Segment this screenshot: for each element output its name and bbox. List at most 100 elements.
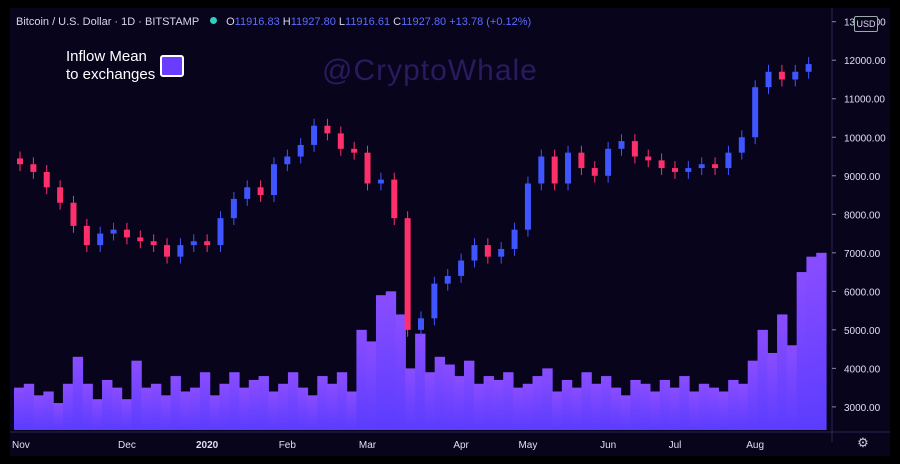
- settings-gear-icon[interactable]: ⚙: [857, 435, 869, 450]
- inflow-bar: [82, 383, 93, 430]
- candle-body: [792, 71, 799, 80]
- inflow-bar: [33, 395, 44, 430]
- candle-body: [524, 183, 531, 230]
- candle-body: [671, 168, 678, 172]
- inflow-bar: [248, 379, 260, 430]
- candle-body: [404, 218, 411, 330]
- x-tick-label: Jul: [669, 440, 682, 451]
- inflow-bar: [728, 379, 739, 430]
- inflow-bar: [219, 383, 230, 430]
- candle-body: [190, 241, 197, 246]
- inflow-bar: [336, 372, 348, 430]
- inflow-bar: [689, 391, 700, 430]
- candle-body: [658, 160, 665, 169]
- y-tick-label: 6000.00: [844, 287, 881, 298]
- change-value: +13.78 (+0.12%): [449, 16, 532, 28]
- candle-body: [123, 229, 130, 238]
- candle-body: [685, 168, 692, 172]
- inflow-bar: [737, 383, 749, 430]
- inflow-bar: [190, 387, 201, 430]
- y-tick-label: 10000.00: [844, 133, 886, 144]
- inflow-series: [14, 252, 827, 430]
- candle-body: [164, 245, 171, 257]
- candle-body: [605, 148, 612, 176]
- inflow-bar: [542, 368, 553, 430]
- candle-body: [377, 179, 384, 184]
- inflow-bar: [385, 291, 397, 430]
- inflow-bar: [561, 379, 573, 430]
- candle-body: [752, 87, 759, 138]
- candle-body: [17, 158, 23, 165]
- candle-body: [70, 202, 77, 226]
- inflow-bar: [600, 376, 612, 430]
- inflow-bar: [375, 295, 387, 430]
- inflow-bar: [346, 391, 358, 430]
- y-tick-label: 5000.00: [844, 326, 881, 337]
- candle-body: [565, 152, 572, 184]
- candle-body: [204, 241, 211, 246]
- candle-body: [137, 237, 144, 242]
- candle-body: [538, 156, 545, 184]
- inflow-bar: [620, 395, 631, 430]
- low-label: L: [338, 16, 346, 28]
- candle-body: [418, 318, 424, 330]
- candle-body: [778, 71, 785, 80]
- inflow-bar: [327, 383, 338, 430]
- inflow-bar: [757, 329, 768, 430]
- inflow-bar: [62, 383, 74, 430]
- inflow-bar: [816, 252, 827, 430]
- price-chart-svg: 13000.0012000.0011000.0010000.009000.008…: [10, 8, 890, 451]
- inflow-bar: [777, 314, 788, 430]
- x-tick-label: Mar: [359, 440, 377, 451]
- candle-body: [698, 164, 705, 169]
- candle-body: [337, 133, 344, 149]
- inflow-bar: [229, 372, 240, 430]
- inflow-bar: [239, 387, 250, 430]
- inflow-bar: [180, 391, 191, 430]
- candle-body: [351, 148, 358, 153]
- inflow-bar: [708, 387, 719, 430]
- inflow-bar: [767, 352, 778, 430]
- inflow-bar: [53, 403, 64, 430]
- inflow-bar: [796, 272, 808, 430]
- inflow-bar: [747, 360, 759, 430]
- x-tick-label: Nov: [12, 440, 30, 451]
- candle-body: [498, 248, 505, 257]
- candle-body: [30, 164, 37, 172]
- candle-body: [244, 187, 251, 199]
- inflow-bar: [571, 387, 583, 430]
- candle-body: [551, 156, 558, 184]
- inflow-bar: [199, 372, 211, 430]
- symbol-label[interactable]: Bitcoin / U.S. Dollar · 1D · BITSTAMP: [16, 16, 199, 28]
- candle-body: [631, 141, 638, 157]
- inflow-bar: [640, 383, 651, 430]
- inflow-bar: [287, 372, 299, 430]
- candle-body: [110, 229, 117, 234]
- close-label: C: [393, 16, 402, 28]
- inflow-bar: [43, 391, 54, 430]
- open-label: O: [226, 16, 235, 28]
- candle-body: [257, 187, 264, 196]
- inflow-bar: [630, 379, 641, 430]
- inflow-bar: [415, 333, 426, 430]
- candle-body: [444, 275, 451, 284]
- chart-legend: Inflow Mean to exchanges: [66, 48, 155, 84]
- legend-line-1: Inflow Mean: [66, 48, 147, 65]
- candle-body: [458, 260, 465, 276]
- candle-body: [712, 164, 719, 169]
- candle-body: [217, 218, 224, 246]
- inflow-bar: [786, 345, 798, 430]
- inflow-bar: [581, 372, 592, 430]
- inflow-bar: [395, 314, 406, 430]
- inflow-bar: [141, 387, 152, 430]
- x-tick-label: May: [518, 440, 537, 451]
- inflow-bar: [356, 329, 367, 430]
- y-tick-label: 12000.00: [844, 56, 886, 67]
- currency-badge[interactable]: USD: [854, 16, 878, 32]
- high-label: H: [282, 16, 291, 28]
- candle-body: [591, 168, 598, 176]
- inflow-bar: [473, 383, 485, 430]
- inflow-bar: [464, 360, 475, 430]
- candle-body: [765, 71, 772, 88]
